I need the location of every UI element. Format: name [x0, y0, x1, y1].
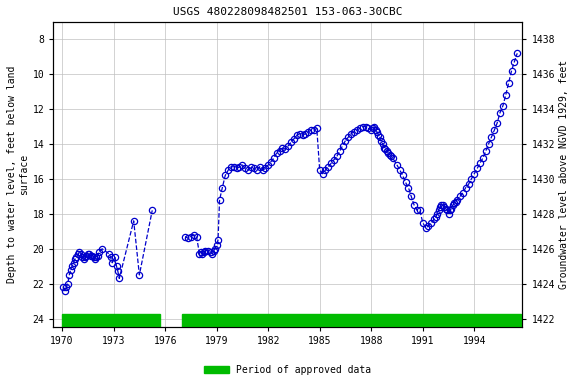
Y-axis label: Groundwater level above NGVD 1929, feet: Groundwater level above NGVD 1929, feet — [559, 60, 569, 289]
Bar — [62, 314, 160, 327]
Legend: Period of approved data: Period of approved data — [200, 361, 376, 379]
Bar — [182, 314, 521, 327]
Y-axis label: Depth to water level, feet below land
surface: Depth to water level, feet below land su… — [7, 66, 29, 283]
Title: USGS 480228098482501 153-063-30CBC: USGS 480228098482501 153-063-30CBC — [173, 7, 403, 17]
